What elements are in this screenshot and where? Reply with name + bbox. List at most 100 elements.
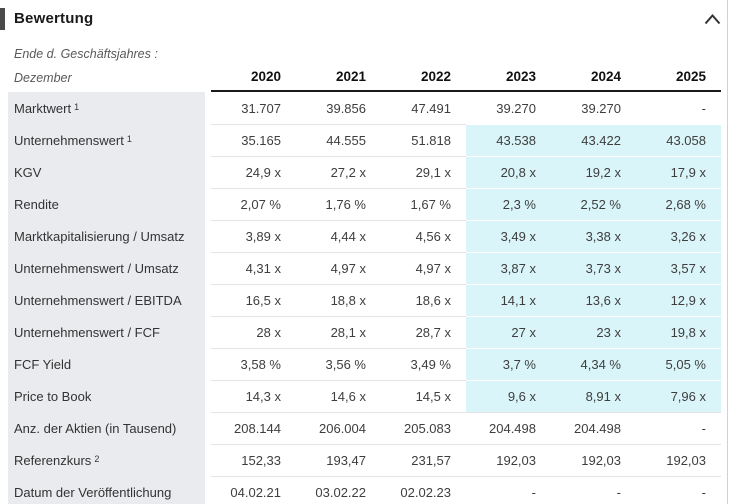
table-cell: 4,34 % <box>551 348 636 380</box>
table-cell: 192,03 <box>466 444 551 476</box>
table-cell: - <box>466 476 551 504</box>
table-cell: 47.491 <box>381 92 466 124</box>
table-cell: 12,9 x <box>636 284 721 316</box>
table-row: FCF Yield 3,58 % 3,56 % 3,49 % 3,7 % 4,34 % 5,… <box>0 348 735 380</box>
row-label: KGV <box>8 156 205 188</box>
table-cell: 04.02.21 <box>211 476 296 504</box>
table-cell: - <box>551 476 636 504</box>
table-cell: 19,2 x <box>551 156 636 188</box>
row-label: Marktkapitalisierung / Umsatz <box>8 220 205 252</box>
table-cell: 192,03 <box>636 444 721 476</box>
row-label: Price to Book <box>8 380 205 412</box>
table-cell: 28,7 x <box>381 316 466 348</box>
table-cell: 3,7 % <box>466 348 551 380</box>
valuation-table: Marktwert 1 31.707 39.856 47.491 39.270 39.270… <box>0 92 735 504</box>
table-cell: 3,73 x <box>551 252 636 284</box>
table-cell: 18,6 x <box>381 284 466 316</box>
table-cell: 27 x <box>466 316 551 348</box>
table-row: Unternehmenswert / FCF 28 x 28,1 x 28,7 x 27… <box>0 316 735 348</box>
year-column-header: 2022 <box>381 69 466 92</box>
table-cell: - <box>636 476 721 504</box>
table-cell: 4,97 x <box>296 252 381 284</box>
table-cell: 7,96 x <box>636 380 721 412</box>
chevron-up-icon[interactable] <box>703 12 721 26</box>
section-edge-marker <box>0 8 5 30</box>
table-row: Unternehmenswert 1 35.165 44.555 51.818 43.53… <box>0 124 735 156</box>
table-cell: 4,31 x <box>211 252 296 284</box>
table-cell: 14,3 x <box>211 380 296 412</box>
table-cell: 5,05 % <box>636 348 721 380</box>
row-label: Unternehmenswert 1 <box>8 124 205 156</box>
footnote-marker: 2 <box>94 454 100 464</box>
section-header: Bewertung <box>0 8 735 32</box>
table-cell: 03.02.22 <box>296 476 381 504</box>
row-label: Referenzkurs 2 <box>8 444 205 476</box>
table-cell: 4,56 x <box>381 220 466 252</box>
row-label: Marktwert 1 <box>8 92 205 124</box>
table-row: Unternehmenswert / Umsatz 4,31 x 4,97 x 4,9… <box>0 252 735 284</box>
table-cell: 44.555 <box>296 124 381 156</box>
table-cell: 204.498 <box>466 412 551 444</box>
table-cell: 3,26 x <box>636 220 721 252</box>
table-cell: 3,56 % <box>296 348 381 380</box>
year-column-header: 2025 <box>636 69 721 92</box>
row-label: Anz. der Aktien (in Tausend) <box>8 412 205 444</box>
table-cell: 43.538 <box>466 124 551 156</box>
table-row: Price to Book 14,3 x 14,6 x 14,5 x 9,6 x 8,91… <box>0 380 735 412</box>
row-label: Datum der Veröffentlichung <box>8 476 205 504</box>
table-cell: 2,3 % <box>466 188 551 220</box>
table-row: Referenzkurs 2 152,33 193,47 231,57 192,03 192… <box>0 444 735 476</box>
fiscal-year-end-label: Ende d. Geschäftsjahres : <box>14 47 158 61</box>
table-cell: 14,6 x <box>296 380 381 412</box>
table-cell: 3,49 % <box>381 348 466 380</box>
table-cell: 231,57 <box>381 444 466 476</box>
year-column-header: 2024 <box>551 69 636 92</box>
table-cell: 31.707 <box>211 92 296 124</box>
table-cell: 152,33 <box>211 444 296 476</box>
year-header-row: Dezember 2020 2021 2022 2023 2024 2025 <box>0 62 735 92</box>
table-cell: 28,1 x <box>296 316 381 348</box>
table-cell: 2,68 % <box>636 188 721 220</box>
table-cell: 9,6 x <box>466 380 551 412</box>
table-cell: 02.02.23 <box>381 476 466 504</box>
table-cell: 43.058 <box>636 124 721 156</box>
table-cell: 43.422 <box>551 124 636 156</box>
table-cell: 39.270 <box>551 92 636 124</box>
table-cell: 206.004 <box>296 412 381 444</box>
table-cell: 29,1 x <box>381 156 466 188</box>
table-cell: 27,2 x <box>296 156 381 188</box>
table-cell: 4,97 x <box>381 252 466 284</box>
table-cell: 3,58 % <box>211 348 296 380</box>
section-title: Bewertung <box>14 10 94 27</box>
row-label: Unternehmenswert / EBITDA <box>8 284 205 316</box>
table-cell: 24,9 x <box>211 156 296 188</box>
table-row: KGV 24,9 x 27,2 x 29,1 x 20,8 x 19,2 x 17,9 x <box>0 156 735 188</box>
table-cell: - <box>636 412 721 444</box>
table-cell: 14,5 x <box>381 380 466 412</box>
table-cell: 17,9 x <box>636 156 721 188</box>
table-cell: 3,49 x <box>466 220 551 252</box>
table-row: Rendite 2,07 % 1,76 % 1,67 % 2,3 % 2,52 % 2,68… <box>0 188 735 220</box>
table-cell: 2,07 % <box>211 188 296 220</box>
year-column-header: 2020 <box>211 69 296 92</box>
table-cell: 18,8 x <box>296 284 381 316</box>
table-cell: 14,1 x <box>466 284 551 316</box>
footnote-marker: 1 <box>74 102 80 112</box>
table-cell: 51.818 <box>381 124 466 156</box>
table-cell: 4,44 x <box>296 220 381 252</box>
table-cell: 20,8 x <box>466 156 551 188</box>
row-label: FCF Yield <box>8 348 205 380</box>
footnote-marker: 1 <box>126 134 132 144</box>
table-row: Datum der Veröffentlichung 04.02.21 03.02.… <box>0 476 735 504</box>
table-cell: 3,89 x <box>211 220 296 252</box>
table-cell: 204.498 <box>551 412 636 444</box>
table-cell: 3,38 x <box>551 220 636 252</box>
table-row: Marktkapitalisierung / Umsatz 3,89 x 4,44 … <box>0 220 735 252</box>
table-cell: 19,8 x <box>636 316 721 348</box>
table-cell: 28 x <box>211 316 296 348</box>
fiscal-month-label: Dezember <box>14 71 72 85</box>
table-row: Marktwert 1 31.707 39.856 47.491 39.270 39.270… <box>0 92 735 124</box>
year-column-header: 2023 <box>466 69 551 92</box>
table-cell: 8,91 x <box>551 380 636 412</box>
